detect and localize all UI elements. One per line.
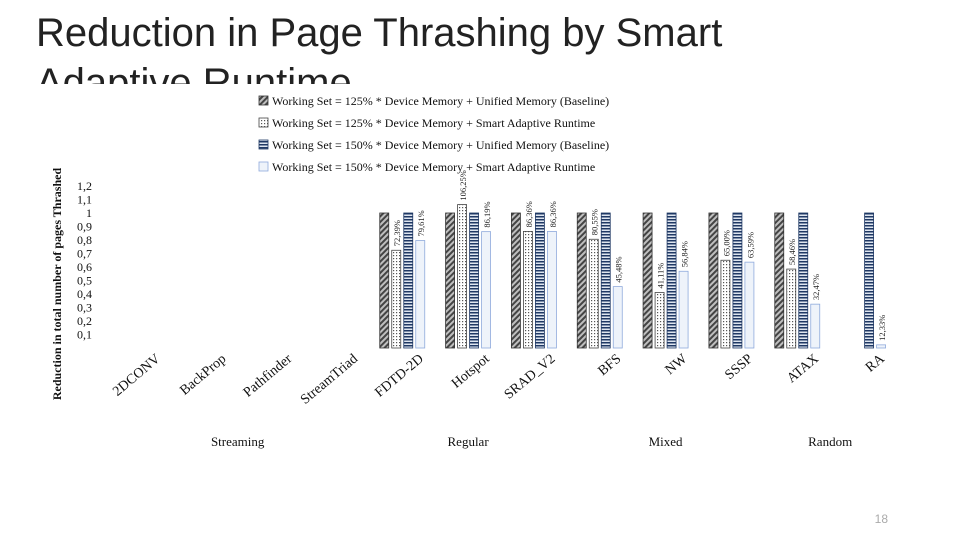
x-tick-label-RA: RA [863,351,888,376]
y-axis-title: Reduction in total number of pages Thras… [50,168,64,401]
y-tick-label: 0,5 [77,274,92,288]
x-tick-label-2DCONV: 2DCONV [110,352,163,400]
bar-Hotspot-s1 [445,212,455,349]
legend-label-1: Working Set = 125% * Device Memory + Uni… [272,94,609,108]
legend-label-3: Working Set = 150% * Device Memory + Uni… [272,138,609,152]
y-tick-label: 0,2 [77,314,92,328]
x-tick-label-SRAD_V2: SRAD_V2 [502,352,559,403]
y-tick-label: 1,1 [77,193,92,207]
x-tick-label-BFS: BFS [596,352,625,380]
legend-swatch-4 [258,161,269,172]
legend-swatch-2 [258,117,269,128]
bar-RA-s4 [876,344,886,349]
bar-label-ATAX-s2: 58,46% [787,239,797,265]
y-tick-label: 0,1 [77,328,92,342]
bar-NW-s3 [666,212,677,349]
y-tick-label: 0,3 [77,301,92,315]
bar-RA-s3 [864,212,874,349]
y-tick-label: 0,8 [77,233,92,247]
bar-Hotspot-s2 [457,204,467,349]
x-tick-label-Pathfinder: Pathfinder [241,351,296,400]
bar-label-NW-s4: 56,84% [680,241,690,267]
bar-FDTD-2D-s4 [415,240,426,349]
y-axis: 0,10,20,30,40,50,60,70,80,911,11,2 [77,179,92,342]
bar-NW-s1 [642,212,653,349]
bar-ATAX-s2 [786,268,797,349]
page-number: 18 [874,512,888,526]
bar-label-SSSP-s2: 65,00% [721,230,731,256]
y-tick-label: 1 [86,206,92,220]
chart-legend: Working Set = 125% * Device Memory + Uni… [258,94,609,174]
legend-label-2: Working Set = 125% * Device Memory + Sma… [272,116,595,130]
bar-labels: 72,39% 79,61% 106,25% 86,19% 86,36% 86,36% 80,… [392,170,887,341]
bar-Hotspot-s4 [481,231,491,349]
bar-label-SRAD_V2-s2: 86,36% [524,201,534,227]
bar-ATAX-s1 [774,212,785,349]
bar-label-FDTD-2D-s4: 79,61% [416,210,426,236]
x-tick-label-StreamTriad: StreamTriad [298,352,361,408]
x-axis-labels: 2DCONV BackProp Pathfinder StreamTriad FDTD-… [110,351,888,408]
x-tick-label-BackProp: BackProp [177,352,229,399]
y-tick-label: 1,2 [77,179,92,193]
bar-NW-s4 [678,270,689,349]
bar-SSSP-s1 [708,212,719,349]
legend-swatch-1 [258,95,269,106]
group-labels: Streaming Regular Mixed Random [211,434,852,449]
bar-BFS-s1 [576,212,587,349]
group-label-mixed: Mixed [649,434,683,449]
bar-BFS-s2 [588,238,599,349]
legend-label-4: Working Set = 150% * Device Memory + Sma… [272,160,595,174]
y-tick-label: 0,7 [77,247,92,261]
chart-panel: Working Set = 125% * Device Memory + Uni… [36,84,906,456]
bar-SRAD_V2-s3 [535,212,545,349]
bar-label-BFS-s4: 45,48% [614,256,624,282]
bars [379,204,886,349]
bar-BFS-s3 [600,212,611,349]
bar-label-Hotspot-s4: 86,19% [482,201,492,227]
group-label-streaming: Streaming [211,434,265,449]
group-label-random: Random [808,434,852,449]
bar-label-SSSP-s4: 63,59% [745,232,755,258]
bar-FDTD-2D-s3 [403,212,414,349]
bar-FDTD-2D-s1 [379,212,390,349]
bar-ATAX-s3 [798,212,809,349]
bar-Hotspot-s3 [469,212,479,349]
bar-NW-s2 [654,292,665,349]
bar-SRAD_V2-s4 [547,231,557,349]
bar-label-RA-s4: 12,33% [877,315,887,341]
bar-SSSP-s4 [744,261,755,349]
bar-BFS-s4 [612,286,623,349]
slide-title: Reduction in Page Thrashing by Smart Ada… [36,11,723,105]
x-tick-label-SSSP: SSSP [722,351,756,383]
y-tick-label: 0,9 [77,220,92,234]
bar-label-SRAD_V2-s4: 86,36% [548,201,558,227]
group-label-regular: Regular [448,434,490,449]
bar-label-FDTD-2D-s2: 72,39% [392,220,402,246]
bar-FDTD-2D-s2 [391,249,402,349]
bar-label-BFS-s2: 80,55% [590,209,600,235]
x-tick-label-FDTD-2D: FDTD-2D [372,352,426,401]
x-tick-label-Hotspot: Hotspot [449,352,493,392]
bar-label-NW-s2: 41,11% [656,263,666,289]
bar-label-ATAX-s4: 32,47% [811,274,821,300]
bar-chart: Working Set = 125% * Device Memory + Uni… [50,94,888,449]
y-tick-label: 0,6 [77,260,92,274]
bar-SRAD_V2-s1 [511,212,521,349]
bar-SSSP-s2 [720,259,731,349]
bar-label-Hotspot-s2: 106,25% [458,170,468,200]
y-tick-label: 0,4 [77,287,92,301]
bar-SSSP-s3 [732,212,743,349]
legend-swatch-3 [258,139,269,150]
x-tick-label-NW: NW [663,351,691,378]
bar-SRAD_V2-s2 [523,231,533,349]
x-tick-label-ATAX: ATAX [784,352,821,387]
bar-ATAX-s4 [810,303,821,349]
